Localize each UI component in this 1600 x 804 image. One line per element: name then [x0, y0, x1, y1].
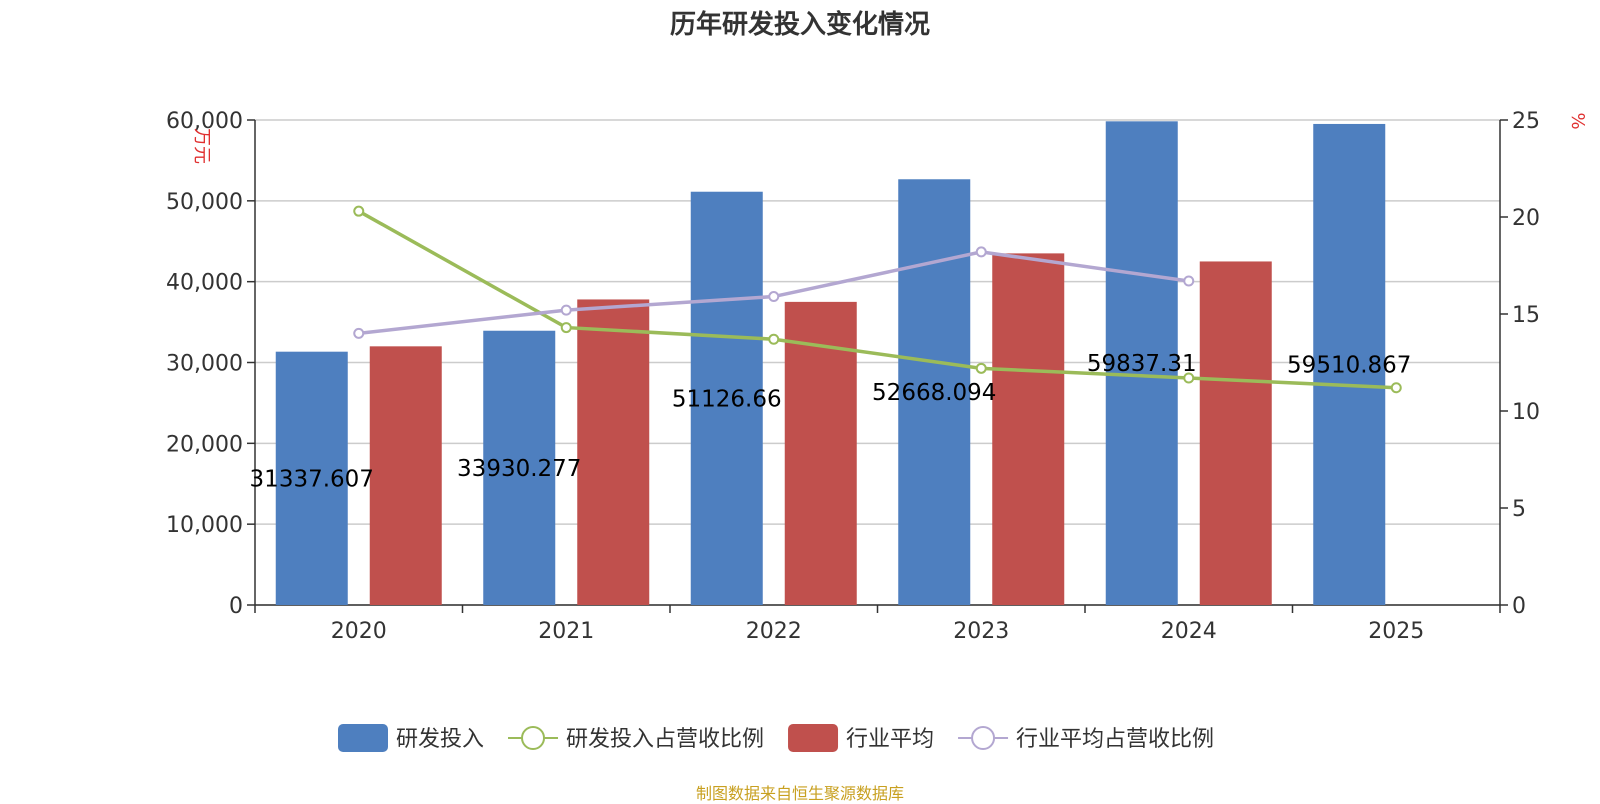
bar-rd-investment [690, 191, 763, 605]
point-industry-ratio [560, 304, 572, 316]
data-label: 59510.867 [1287, 352, 1411, 378]
bar-industry-average [369, 346, 442, 605]
legend-label: 研发投入 [396, 727, 484, 752]
bar-industry-average [784, 301, 857, 605]
legend-swatch-bar [338, 724, 388, 752]
y-left-tick-label: 20,000 [166, 432, 243, 457]
y-left-tick-label: 0 [229, 594, 243, 619]
bar-rd-investment [898, 179, 971, 605]
legend-label: 行业平均 [846, 727, 934, 752]
legend-swatch-bar [788, 724, 839, 752]
point-industry-ratio [975, 246, 987, 258]
data-label: 59837.31 [1087, 351, 1197, 377]
point-industry-ratio [1183, 275, 1195, 287]
y-right-tick-label: 25 [1512, 109, 1540, 134]
point-rd-ratio [353, 205, 365, 217]
point-rd-ratio [1183, 372, 1195, 384]
point-industry-ratio [353, 327, 365, 339]
y-left-tick-label: 60,000 [166, 109, 243, 134]
legend-swatch-marker [971, 726, 996, 750]
y-right-tick-label: 15 [1512, 303, 1540, 328]
x-tick-label: 2022 [746, 619, 802, 644]
bar-industry-average [992, 253, 1065, 605]
point-rd-ratio [975, 362, 987, 374]
data-label: 31337.607 [250, 466, 374, 492]
bar-rd-investment [483, 330, 556, 605]
y-left-axis-label: 万元 [191, 128, 212, 164]
chart-title: 历年研发投入变化情况 [669, 10, 930, 40]
line-rd-ratio [357, 209, 1397, 390]
bar-industry-average [577, 299, 650, 605]
point-industry-ratio [768, 291, 780, 303]
data-label: 51126.66 [672, 386, 782, 412]
bar-rd-investment [1105, 121, 1178, 606]
bar-rd-investment [1313, 123, 1386, 605]
x-tick-label: 2024 [1161, 619, 1217, 644]
bar-rd-investment [275, 351, 348, 605]
point-rd-ratio [1390, 382, 1402, 394]
y-right-tick-label: 10 [1512, 400, 1540, 425]
y-right-tick-label: 5 [1512, 497, 1526, 522]
legend-label: 行业平均占营收比例 [1016, 727, 1214, 752]
y-left-tick-label: 10,000 [166, 513, 243, 538]
data-label: 52668.094 [872, 380, 996, 406]
source-note: 制图数据来自恒生聚源数据库 [695, 784, 904, 803]
y-right-axis-label: % [1567, 112, 1588, 129]
y-left-tick-label: 30,000 [166, 352, 243, 377]
y-left-tick-label: 50,000 [166, 190, 243, 215]
point-rd-ratio [768, 333, 780, 345]
x-tick-label: 2023 [953, 619, 1009, 644]
y-right-tick-label: 0 [1512, 594, 1526, 619]
bar-industry-average [1199, 261, 1272, 605]
legend-label: 研发投入占营收比例 [566, 727, 764, 752]
point-rd-ratio [560, 322, 572, 334]
data-label: 33930.277 [457, 456, 581, 482]
y-right-tick-label: 20 [1512, 206, 1540, 231]
x-tick-label: 2021 [538, 619, 594, 644]
y-left-tick-label: 40,000 [166, 271, 243, 296]
legend-swatch-marker [521, 726, 546, 750]
x-tick-label: 2025 [1368, 619, 1424, 644]
x-tick-label: 2020 [331, 619, 387, 644]
